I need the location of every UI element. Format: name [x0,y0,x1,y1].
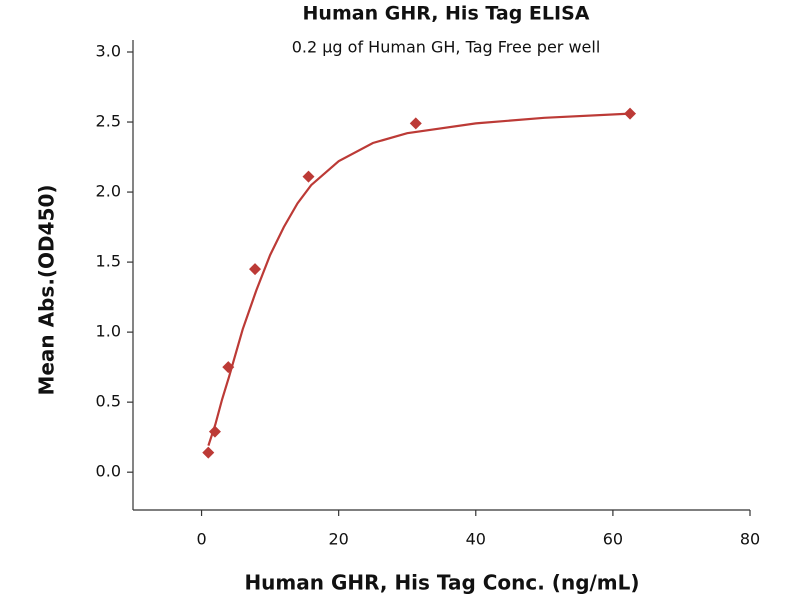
x-tick-label: 60 [603,530,623,549]
data-point [624,107,637,120]
data-point [202,446,215,459]
fit-curve [207,112,631,446]
x-tick-label: 40 [466,530,486,549]
y-tick-label: 2.0 [96,182,121,201]
x-tick-label: 0 [196,530,206,549]
data-point [249,263,262,276]
chart-title: Human GHR, His Tag ELISA [303,3,590,25]
chart-subtitle: 0.2 μg of Human GH, Tag Free per well [292,38,601,57]
x-tick-label: 80 [740,530,760,549]
data-point [222,361,235,374]
y-tick-label: 3.0 [96,42,121,61]
data-point [302,170,315,183]
y-tick-label: 1.0 [96,322,121,341]
x-axis-label: Human GHR, His Tag Conc. (ng/mL) [244,571,639,595]
y-axis-label: Mean Abs.(OD450) [35,184,59,395]
data-point [208,425,221,438]
y-tick-label: 0.0 [96,462,121,481]
y-tick-label: 0.5 [96,392,121,411]
y-tick-label: 2.5 [96,112,121,131]
x-tick-label: 20 [328,530,348,549]
y-tick-label: 1.5 [96,252,121,271]
data-point [409,117,422,130]
